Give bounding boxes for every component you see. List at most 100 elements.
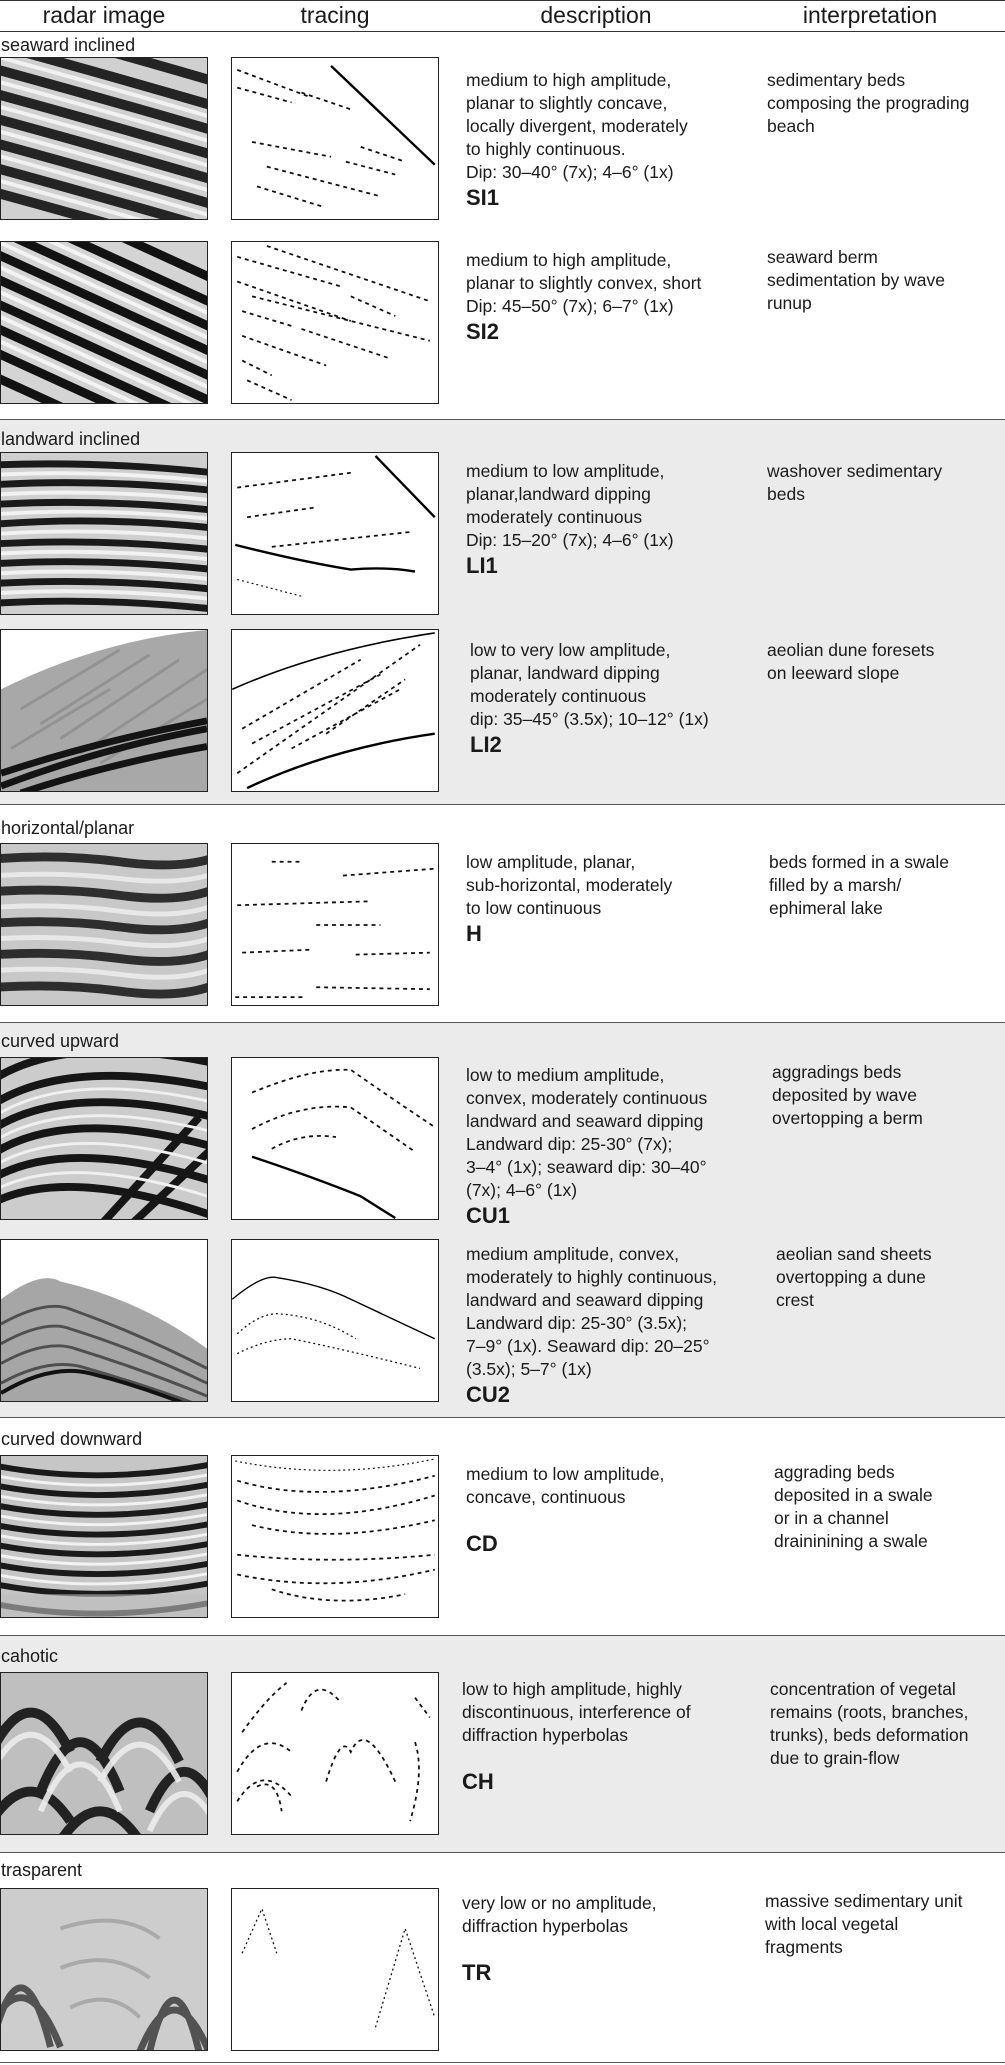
radar-image-si2 xyxy=(0,241,208,404)
interpretation-line: with local vegetal xyxy=(765,1914,899,1934)
description-line: low to medium amplitude, xyxy=(466,1065,665,1085)
tracing-cu2 xyxy=(231,1239,439,1402)
interpretation-line: remains (roots, branches, xyxy=(770,1702,969,1722)
header-radar-image: radar image xyxy=(42,2,166,28)
description-line: planar to slightly convex, short xyxy=(466,273,702,293)
radar-image-cu2 xyxy=(0,1239,208,1402)
interpretation-line: or in a channel xyxy=(774,1508,889,1528)
tracing-cd xyxy=(231,1455,439,1618)
radar-image-ch xyxy=(0,1672,208,1835)
radar-image-si1 xyxy=(0,57,208,220)
description-line: landward and seaward dipping xyxy=(466,1111,704,1131)
group-label: horizontal/planar xyxy=(1,818,135,838)
interpretation-cu1: aggradings beds deposited by wave overto… xyxy=(772,1061,1005,1130)
description-cu2: medium amplitude, convex, moderately to … xyxy=(466,1243,771,1406)
interpretation-line: deposited by wave xyxy=(772,1085,917,1105)
interpretation-line: aeolian dune foresets xyxy=(767,640,935,660)
description-line: to highly continuous. xyxy=(466,139,626,159)
interpretation-li2: aeolian dune foresets on leeward slope xyxy=(767,639,1005,685)
interpretation-line: on leeward slope xyxy=(767,663,900,683)
group-label: curved upward xyxy=(1,1031,120,1051)
description-line: convex, moderately continuous xyxy=(466,1088,708,1108)
description-li1: medium to low amplitude, planar,landward… xyxy=(466,460,771,577)
description-line: Landward dip: 25-30° (7x); xyxy=(466,1134,673,1154)
description-line: sub-horizontal, moderately xyxy=(466,875,673,895)
interpretation-line: overtopping a berm xyxy=(772,1108,923,1128)
description-line: (7x); 4–6° (1x) xyxy=(466,1180,578,1200)
radar-image-li2 xyxy=(0,629,208,792)
facies-code: LI1 xyxy=(466,553,498,578)
interpretation-line: runup xyxy=(767,293,812,313)
facies-code: CU1 xyxy=(466,1203,511,1228)
description-line: low amplitude, planar, xyxy=(466,852,636,872)
interpretation-line: beds formed in a swale xyxy=(769,852,949,872)
description-cd: medium to low amplitude, concave, contin… xyxy=(466,1463,771,1555)
facies-code: H xyxy=(466,921,482,946)
interpretation-line: filled by a marsh/ xyxy=(769,875,902,895)
facies-code: LI2 xyxy=(470,732,502,757)
interpretation-line: washover sedimentary xyxy=(767,461,943,481)
description-line: planar to slightly concave, xyxy=(466,93,668,113)
description-cu1: low to medium amplitude, convex, moderat… xyxy=(466,1064,771,1227)
tracing-si2 xyxy=(231,241,439,404)
group-label: trasparent xyxy=(1,1860,83,1880)
tracing-tr xyxy=(231,1888,439,2051)
interpretation-line: ephimeral lake xyxy=(769,898,883,918)
description-line: to low continuous xyxy=(466,898,602,918)
description-line: Landward dip: 25-30° (3.5x); xyxy=(466,1313,688,1333)
description-si2: medium to high amplitude, planar to slig… xyxy=(466,249,771,343)
radar-image-li1 xyxy=(0,452,208,615)
group-horizontal-planar: horizontal/planar xyxy=(0,805,1005,1023)
interpretation-line: composing the prograding xyxy=(767,93,970,113)
description-line: moderately continuous xyxy=(466,507,643,527)
description-line: concave, continuous xyxy=(466,1487,626,1507)
description-ch: low to high amplitude, highly discontinu… xyxy=(462,1678,767,1793)
description-line: Dip: 30–40° (7x); 4–6° (1x) xyxy=(466,162,674,182)
interpretation-line: sedimentation by wave xyxy=(767,270,946,290)
interpretation-line: sedimentary beds xyxy=(767,70,906,90)
description-line: diffraction hyperbolas xyxy=(462,1725,629,1745)
description-line: Dip: 45–50° (7x); 6–7° (1x) xyxy=(466,296,674,316)
interpretation-line: beach xyxy=(767,116,815,136)
description-tr: very low or no amplitude, diffraction hy… xyxy=(462,1892,767,1984)
table-header: radar image tracing description interpre… xyxy=(0,0,1005,32)
interpretation-line: deposited in a swale xyxy=(774,1485,933,1505)
interpretation-h: beds formed in a swale filled by a marsh… xyxy=(769,851,1005,920)
description-line: dip: 35–45° (3.5x); 10–12° (1x) xyxy=(470,709,709,729)
description-line: medium to high amplitude, xyxy=(466,250,672,270)
facies-code: TR xyxy=(462,1960,492,1985)
description-line: low to very low amplitude, xyxy=(470,640,671,660)
header-tracing: tracing xyxy=(300,2,370,28)
group-label: cahotic xyxy=(1,1646,59,1666)
interpretation-line: massive sedimentary unit xyxy=(765,1891,963,1911)
interpretation-li1: washover sedimentary beds xyxy=(767,460,1005,506)
interpretation-line: beds xyxy=(767,484,805,504)
header-description: description xyxy=(540,2,652,28)
group-label: seaward inclined xyxy=(1,35,136,55)
description-h: low amplitude, planar, sub-horizontal, m… xyxy=(466,851,771,945)
interpretation-line: fragments xyxy=(765,1937,843,1957)
description-line: diffraction hyperbolas xyxy=(462,1916,629,1936)
group-label: curved downward xyxy=(1,1429,143,1449)
group-trasparent: trasparent xyxy=(0,1853,1005,2063)
radar-image-cd xyxy=(0,1455,208,1618)
interpretation-line: concentration of vegetal xyxy=(770,1679,956,1699)
radar-image-h xyxy=(0,843,208,1006)
interpretation-cd: aggrading beds deposited in a swale or i… xyxy=(774,1461,1005,1553)
description-line: planar, landward dipping xyxy=(470,663,660,683)
radar-image-cu1 xyxy=(0,1057,208,1220)
tracing-li1 xyxy=(231,452,439,615)
interpretation-line: trunks), beds deformation xyxy=(770,1725,969,1745)
description-line: moderately to highly continuous, xyxy=(466,1267,717,1287)
description-line: planar,landward dipping xyxy=(466,484,651,504)
group-label: landward inclined xyxy=(1,429,141,449)
interpretation-line: due to grain-flow xyxy=(770,1748,900,1768)
description-line: landward and seaward dipping xyxy=(466,1290,704,1310)
description-line: discontinuous, interference of xyxy=(462,1702,691,1722)
interpretation-tr: massive sedimentary unit with local vege… xyxy=(765,1890,1005,1959)
tracing-si1 xyxy=(231,57,439,220)
tracing-ch xyxy=(231,1672,439,1835)
interpretation-si1: sedimentary beds composing the progradin… xyxy=(767,69,1005,138)
facies-code: CU2 xyxy=(466,1382,511,1407)
header-interpretation: interpretation xyxy=(802,2,938,28)
